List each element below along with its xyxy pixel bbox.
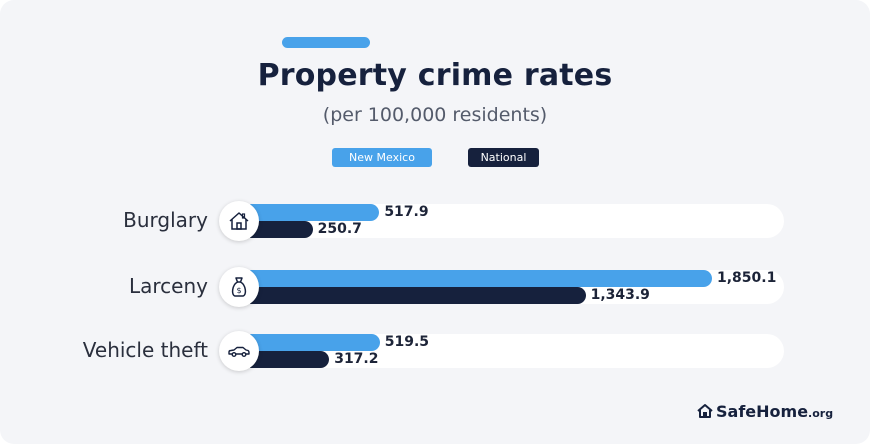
chart-title: Property crime rates bbox=[257, 58, 613, 93]
logo-name: SafeHome bbox=[716, 402, 809, 421]
safehome-logo: SafeHome.org bbox=[696, 402, 833, 421]
svg-text:$: $ bbox=[236, 286, 241, 295]
category-label-burglary: Burglary bbox=[123, 208, 208, 232]
category-label-vehicle-theft: Vehicle theft bbox=[82, 338, 208, 362]
value-label-vehicle-theft-national: 317.2 bbox=[334, 351, 379, 367]
category-label-larceny: Larceny bbox=[129, 274, 208, 298]
money-bag-icon: $ bbox=[219, 267, 259, 307]
bar-larceny-national bbox=[250, 287, 586, 304]
logo-suffix: .org bbox=[808, 407, 834, 420]
legend-new-mexico: New Mexico bbox=[332, 148, 432, 167]
bar-vehicle-theft-national bbox=[250, 351, 330, 368]
bar-larceny-new-mexico bbox=[250, 270, 712, 287]
value-label-vehicle-theft-new-mexico: 519.5 bbox=[384, 334, 430, 350]
value-label-burglary-new-mexico: 517.9 bbox=[384, 204, 429, 220]
value-label-burglary-national: 250.7 bbox=[317, 221, 362, 237]
car-icon bbox=[219, 331, 259, 371]
value-label-larceny-new-mexico: 1,850.1 bbox=[717, 270, 777, 286]
value-label-larceny-national: 1,343.9 bbox=[590, 287, 650, 303]
house-icon bbox=[219, 201, 259, 241]
chart-subtitle: (per 100,000 residents) bbox=[322, 104, 548, 126]
bar-vehicle-theft-new-mexico bbox=[250, 334, 380, 351]
house-logo-icon bbox=[697, 404, 713, 418]
bar-burglary-new-mexico bbox=[250, 204, 380, 221]
bar-burglary-national bbox=[250, 221, 313, 238]
accent-bar bbox=[282, 37, 370, 48]
legend-national: National bbox=[468, 148, 539, 167]
